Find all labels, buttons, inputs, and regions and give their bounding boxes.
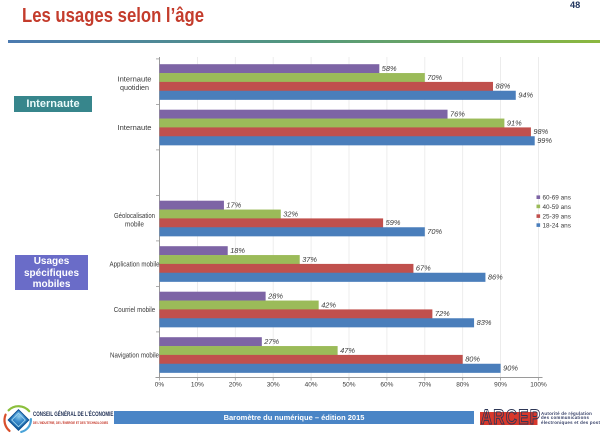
svg-text:70%: 70% (427, 73, 442, 82)
svg-text:Application mobile: Application mobile (110, 260, 160, 269)
svg-text:70%: 70% (418, 382, 431, 389)
svg-text:50%: 50% (342, 382, 355, 389)
svg-text:17%: 17% (226, 200, 241, 209)
svg-text:30%: 30% (267, 382, 280, 389)
svg-text:18%: 18% (230, 246, 245, 255)
svg-text:67%: 67% (416, 264, 431, 273)
svg-text:37%: 37% (302, 255, 317, 264)
svg-text:0%: 0% (155, 382, 165, 389)
svg-text:Internaute: Internaute (118, 74, 152, 83)
svg-text:10%: 10% (191, 382, 204, 389)
svg-text:86%: 86% (488, 273, 503, 282)
svg-text:40%: 40% (305, 382, 318, 389)
svg-text:58%: 58% (382, 64, 397, 73)
svg-text:25-39 ans: 25-39 ans (543, 214, 571, 221)
svg-text:80%: 80% (456, 382, 469, 389)
svg-text:Navigation mobile: Navigation mobile (110, 351, 159, 360)
svg-text:80%: 80% (465, 355, 480, 364)
svg-text:99%: 99% (537, 136, 552, 145)
svg-text:20%: 20% (229, 382, 242, 389)
svg-text:72%: 72% (435, 309, 450, 318)
svg-text:47%: 47% (340, 346, 355, 355)
svg-text:quotidien: quotidien (120, 83, 149, 92)
svg-text:Internaute: Internaute (118, 123, 152, 132)
svg-text:88%: 88% (496, 82, 511, 91)
svg-text:90%: 90% (503, 364, 518, 373)
svg-text:60-69 ans: 60-69 ans (543, 195, 571, 202)
svg-text:98%: 98% (533, 127, 548, 136)
svg-text:18-24 ans: 18-24 ans (543, 223, 571, 230)
svg-text:90%: 90% (494, 382, 507, 389)
svg-text:76%: 76% (450, 109, 465, 118)
svg-text:100%: 100% (530, 382, 547, 389)
svg-text:59%: 59% (386, 218, 401, 227)
svg-text:Géolocalisation: Géolocalisation (114, 211, 155, 220)
svg-text:ARCEP: ARCEP (481, 404, 542, 428)
svg-text:42%: 42% (321, 300, 336, 309)
svg-text:60%: 60% (380, 382, 393, 389)
svg-text:mobile: mobile (125, 219, 144, 228)
svg-text:70%: 70% (427, 227, 442, 236)
svg-text:83%: 83% (477, 318, 492, 327)
svg-text:32%: 32% (283, 209, 298, 218)
svg-text:Courriel mobile: Courriel mobile (114, 305, 156, 314)
svg-text:27%: 27% (263, 337, 279, 346)
svg-text:28%: 28% (267, 291, 283, 300)
svg-text:40-59 ans: 40-59 ans (543, 204, 571, 211)
svg-text:94%: 94% (518, 91, 533, 100)
svg-text:91%: 91% (507, 118, 522, 127)
